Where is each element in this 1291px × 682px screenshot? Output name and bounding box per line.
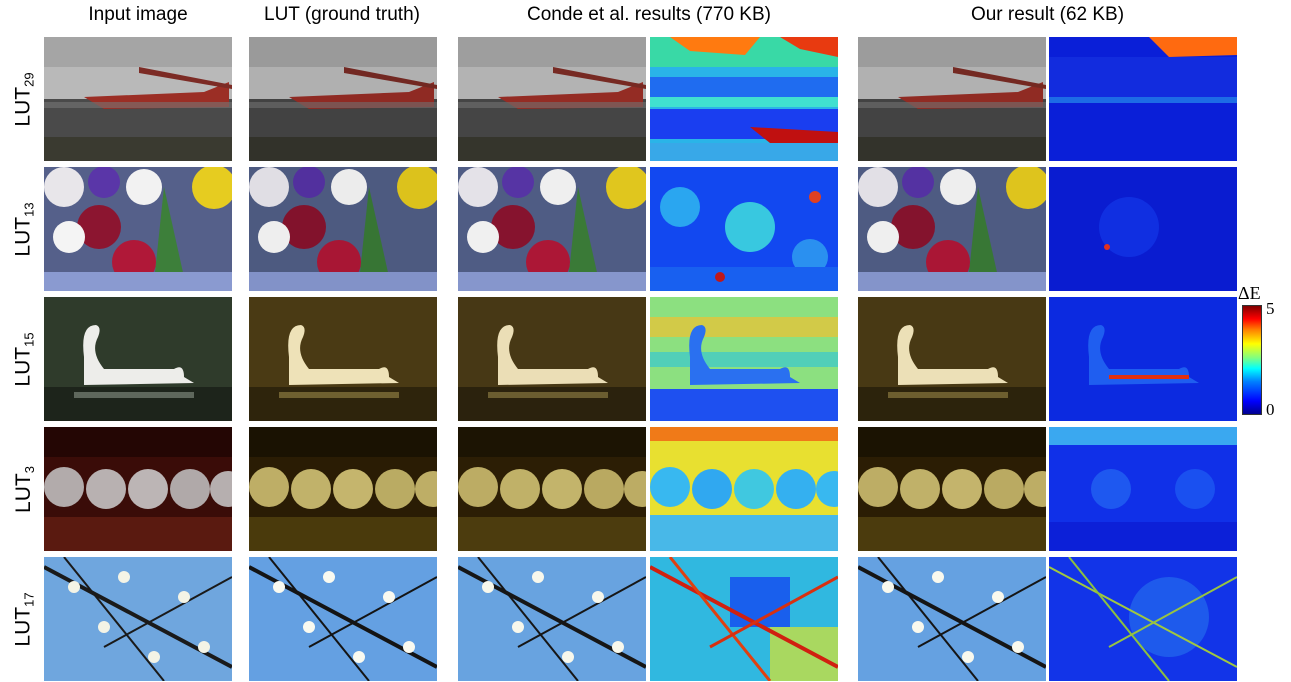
row-label-lut29: LUT29 [11, 71, 37, 127]
beads-conde-error-map [650, 427, 838, 551]
beads-our-result [858, 427, 1046, 551]
error-colorbar: ΔE 5 0 [1238, 283, 1288, 423]
header-conde-results: Conde et al. results (770 KB) [527, 4, 771, 25]
blossoms-our-result [858, 557, 1046, 681]
header-input-image: Input image [88, 4, 188, 25]
row-label-lut17: LUT17 [11, 591, 37, 647]
swan-our-error-map [1049, 297, 1237, 421]
seaplane-conde-result [458, 37, 646, 161]
colorbar-max-label: 5 [1266, 299, 1275, 318]
beads-our-error-map [1049, 427, 1237, 551]
blossoms-input-image [44, 557, 232, 681]
blossoms-our-error-map [1049, 557, 1237, 681]
flowers-input-image [44, 167, 232, 291]
colorbar-gradient [1242, 305, 1262, 415]
flowers-lut-ground-truth [249, 167, 437, 291]
seaplane-our-error-map [1049, 37, 1237, 161]
header-our-result: Our result (62 KB) [970, 4, 1125, 25]
flowers-our-error-map [1049, 167, 1237, 291]
swan-input-image [44, 297, 232, 421]
seaplane-input-image [44, 37, 232, 161]
beads-input-image [44, 427, 232, 551]
beads-conde-result [458, 427, 646, 551]
seaplane-lut-ground-truth [249, 37, 437, 161]
seaplane-conde-error-map [650, 37, 838, 161]
colorbar-title: ΔE [1238, 283, 1261, 303]
row-label-lut15: LUT15 [11, 331, 37, 387]
blossoms-conde-result [458, 557, 646, 681]
swan-our-result [858, 297, 1046, 421]
beads-lut-ground-truth [249, 427, 437, 551]
header-lut-ground-truth: LUT (ground truth) [264, 4, 420, 25]
row-label-lut3: LUT3 [11, 465, 37, 513]
blossoms-lut-ground-truth [249, 557, 437, 681]
swan-conde-result [458, 297, 646, 421]
colorbar-min-label: 0 [1266, 400, 1275, 419]
swan-conde-error-map [650, 297, 838, 421]
flowers-conde-result [458, 167, 646, 291]
flowers-conde-error-map [650, 167, 838, 291]
seaplane-our-result [858, 37, 1046, 161]
swan-lut-ground-truth [249, 297, 437, 421]
blossoms-conde-error-map [650, 557, 838, 681]
flowers-our-result [858, 167, 1046, 291]
row-label-lut13: LUT13 [11, 201, 37, 257]
